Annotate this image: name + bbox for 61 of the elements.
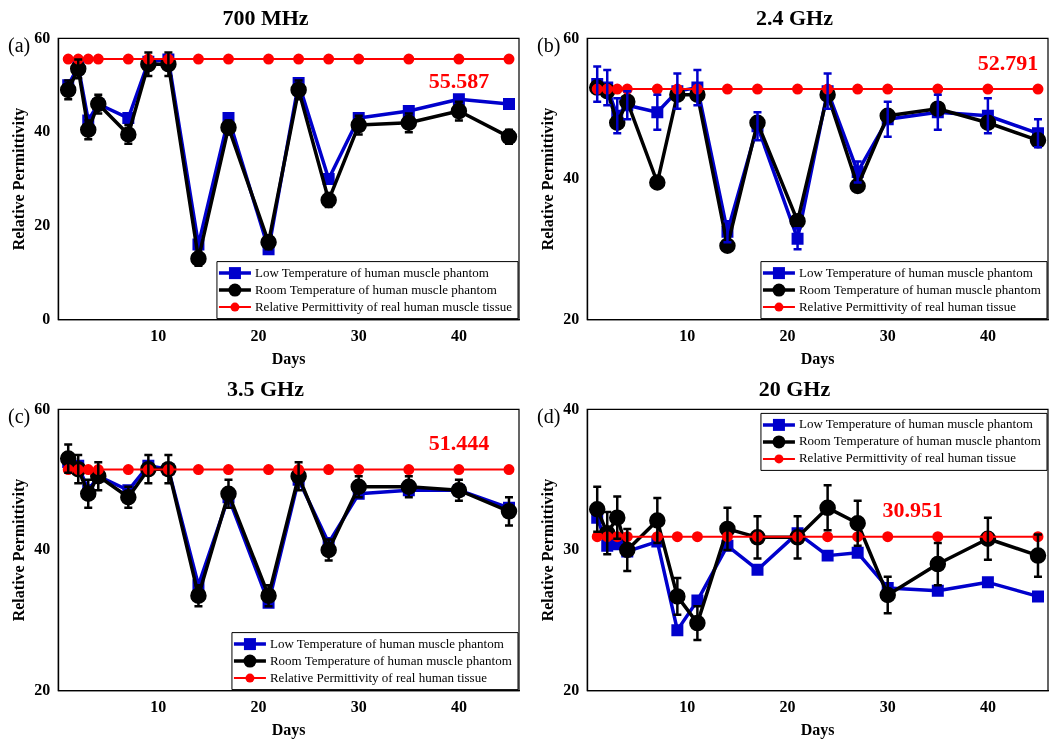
text: (a): [8, 33, 31, 57]
x-tick-label: 10: [679, 327, 696, 345]
x-tick-label: 40: [979, 698, 996, 716]
y-tick-label: 20: [34, 216, 51, 234]
text: (d): [537, 404, 561, 428]
legend-label: Relative Permittivity of real human muscle tissue: [254, 298, 513, 314]
x-tick-label: 30: [350, 327, 367, 345]
x-tick-label: 10: [150, 327, 167, 345]
text: (c): [8, 404, 31, 428]
chart-title: 2.4 GHz: [756, 4, 834, 30]
x-axis-title: Days: [271, 349, 306, 368]
legend-label: Low Temperature of human muscle phantom: [798, 264, 1033, 280]
y-tick-label: 20: [563, 680, 580, 698]
y-tick-label: 40: [563, 399, 580, 417]
y-tick-label: 40: [34, 540, 51, 558]
y-tick-label: 40: [563, 169, 580, 187]
y-tick-label: 60: [34, 399, 51, 417]
legend-label: Low Temperature of human muscle phantom: [798, 416, 1033, 432]
x-tick-label: 20: [250, 698, 267, 716]
x-tick-label: 30: [350, 698, 367, 716]
x-tick-label: 30: [879, 327, 896, 345]
x-tick-label: 30: [879, 698, 896, 716]
y-axis-title: Relative Permittivity: [538, 107, 557, 251]
y-tick-label: 60: [34, 28, 51, 46]
y-tick-label: 20: [34, 680, 51, 698]
legend-label: Low Temperature of human muscle phantom: [254, 264, 489, 280]
legend-label: Relative Permittivity of real human tissue: [798, 450, 1017, 466]
x-tick-label: 20: [779, 327, 796, 345]
x-axis-title: Days: [800, 720, 835, 739]
legend-label: Room Temperature of human muscle phantom: [798, 433, 1041, 449]
annotation: 51.444: [428, 430, 490, 456]
legend-label: Relative Permittivity of real human tissue: [269, 669, 488, 685]
annotation: 30.951: [882, 497, 944, 523]
y-axis-title: Relative Permittivity: [538, 478, 557, 622]
legend-label: Room Temperature of human muscle phantom: [254, 281, 497, 297]
chart-title: 3.5 GHz: [227, 375, 305, 401]
y-tick-label: 20: [563, 309, 580, 327]
chart-title: 700 MHz: [222, 4, 309, 30]
x-axis-title: Days: [271, 720, 306, 739]
x-tick-label: 20: [250, 327, 267, 345]
y-axis-title: Relative Permittivity: [9, 107, 28, 251]
x-tick-label: 40: [450, 698, 467, 716]
legend-label: Low Temperature of human muscle phantom: [269, 635, 504, 651]
legend-label: Room Temperature of human muscle phantom: [798, 281, 1041, 297]
text: (b): [537, 33, 561, 57]
x-tick-label: 20: [779, 698, 796, 716]
y-tick-label: 30: [563, 540, 580, 558]
x-tick-label: 10: [150, 698, 167, 716]
y-tick-label: 0: [42, 309, 51, 327]
legend-label: Relative Permittivity of real human tissue: [798, 298, 1017, 314]
y-tick-label: 60: [563, 28, 580, 46]
y-tick-label: 40: [34, 122, 51, 140]
annotation: 55.587: [428, 67, 490, 93]
x-tick-label: 40: [979, 327, 996, 345]
x-tick-label: 40: [450, 327, 467, 345]
x-axis-title: Days: [800, 349, 835, 368]
chart-title: 20 GHz: [758, 375, 831, 401]
x-tick-label: 10: [679, 698, 696, 716]
legend-label: Room Temperature of human muscle phantom: [269, 652, 512, 668]
y-axis-title: Relative Permittivity: [9, 478, 28, 622]
annotation: 52.791: [977, 49, 1039, 75]
